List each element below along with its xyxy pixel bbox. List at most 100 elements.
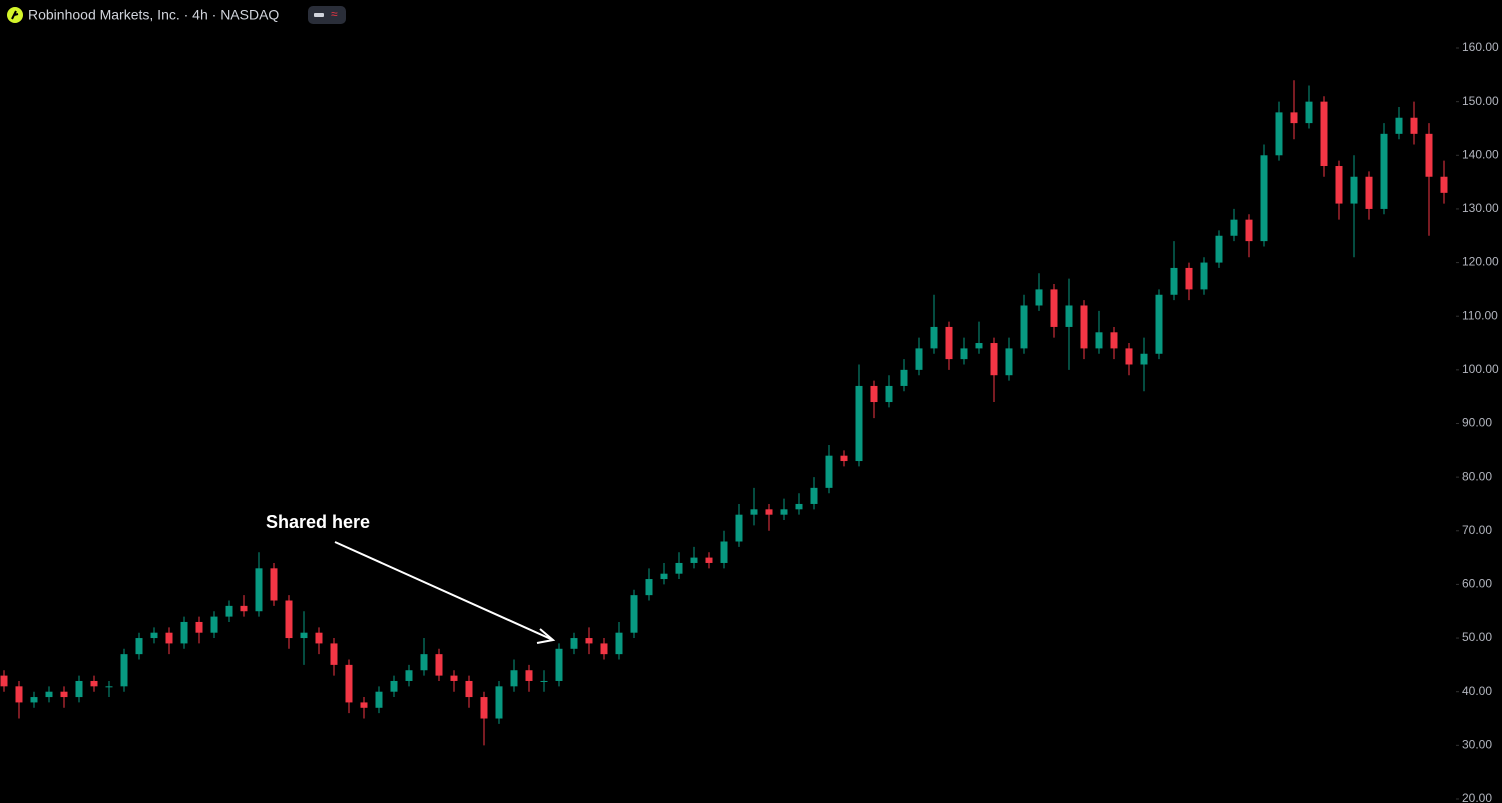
candle-body: [555, 648, 563, 681]
candle-body: [540, 680, 548, 682]
candle-body: [915, 348, 923, 370]
candle-body: [630, 595, 638, 633]
y-tick-label: 30.00: [1462, 738, 1492, 752]
y-tick-label: 160.00: [1462, 40, 1499, 54]
candle-body: [0, 675, 8, 687]
candle-body: [1305, 101, 1313, 124]
y-tick-label: 110.00: [1462, 308, 1498, 322]
candle-body: [945, 326, 953, 360]
candle-body: [525, 670, 533, 681]
candle-body: [795, 503, 803, 510]
candle-body: [1380, 133, 1388, 209]
candle-body: [465, 680, 473, 698]
candle-body: [1110, 332, 1118, 349]
candle-body: [1200, 262, 1208, 290]
candle-body: [615, 632, 623, 655]
candle-body: [1080, 305, 1088, 349]
candle-body: [240, 605, 248, 612]
y-tick-label: 60.00: [1462, 577, 1492, 591]
candle-body: [960, 348, 968, 360]
candle-body: [90, 680, 98, 687]
candle-body: [645, 579, 653, 596]
candle-body: [585, 638, 593, 644]
candle-body: [690, 557, 698, 563]
candle-body: [1410, 117, 1418, 134]
candle-body: [900, 369, 908, 386]
candle-body: [1005, 348, 1013, 376]
candle-body: [1440, 176, 1448, 193]
status-icon: ≈: [331, 7, 338, 21]
y-tick-label: 120.00: [1462, 255, 1499, 269]
candle-body: [735, 514, 743, 542]
candle-body: [300, 632, 308, 639]
candle-body: [315, 632, 323, 644]
candle-body: [1320, 101, 1328, 167]
annotation-arrowhead: [536, 628, 556, 644]
y-tick-label: 130.00: [1462, 201, 1499, 215]
y-tick-label: 150.00: [1462, 94, 1499, 108]
candle-body: [225, 605, 233, 617]
candle-body: [1395, 117, 1403, 134]
candle-body: [270, 568, 278, 601]
candle-body: [1230, 219, 1238, 236]
candle-body: [1170, 267, 1178, 295]
candle-body: [495, 686, 503, 719]
candle-body: [1140, 353, 1148, 365]
candle-body: [1155, 294, 1163, 354]
candle-body: [1425, 133, 1433, 177]
candle-body: [15, 686, 23, 703]
candle-body: [1035, 289, 1043, 306]
y-tick-label: 100.00: [1462, 362, 1499, 376]
candle-body: [885, 385, 893, 403]
candle-body: [825, 455, 833, 488]
candle-body: [1065, 305, 1073, 327]
candle-body: [405, 670, 413, 681]
candle-body: [480, 697, 488, 719]
candle-body: [600, 643, 608, 655]
candle-body: [1275, 112, 1283, 156]
annotation-arrow: [334, 541, 554, 641]
status-badge[interactable]: [308, 6, 346, 24]
candle-body: [1020, 305, 1028, 349]
candle-body: [1245, 219, 1253, 242]
candle-body: [1290, 112, 1298, 124]
candle-body: [660, 573, 668, 580]
candle-body: [105, 686, 113, 688]
candle-body: [1050, 289, 1058, 327]
annotation: Shared here: [266, 512, 370, 532]
candle-body: [1350, 176, 1358, 204]
candle-body: [810, 487, 818, 504]
candle-body: [345, 664, 353, 703]
candle-body: [255, 568, 263, 612]
candle-body: [1125, 348, 1133, 365]
y-tick-label: 90.00: [1462, 416, 1492, 430]
candle-body: [975, 343, 983, 349]
candle-body: [375, 691, 383, 708]
candle-body: [1260, 155, 1268, 242]
candle-body: [150, 632, 158, 639]
candle-body: [1215, 235, 1223, 263]
logo-glyph: [11, 10, 19, 20]
candle-body: [840, 455, 848, 462]
candle-body: [285, 600, 293, 639]
candle-body: [1095, 332, 1103, 349]
candle-body: [75, 680, 83, 698]
candle-body: [990, 343, 998, 376]
candle-body: [510, 670, 518, 687]
candle-body: [120, 654, 128, 687]
candle-body: [195, 621, 203, 633]
candle-body: [1365, 176, 1373, 209]
y-tick-label: 80.00: [1462, 469, 1492, 483]
candle-body: [870, 385, 878, 403]
candle-body: [180, 621, 188, 644]
candle-body: [135, 638, 143, 655]
candle-body: [570, 638, 578, 649]
candle-body: [165, 632, 173, 644]
chart-title: Robinhood Markets, Inc. · 4h · NASDAQ: [28, 7, 279, 23]
candle-body: [855, 385, 863, 462]
candle-body: [1335, 166, 1343, 204]
candle-body: [420, 654, 428, 671]
y-tick-label: 70.00: [1462, 523, 1492, 537]
